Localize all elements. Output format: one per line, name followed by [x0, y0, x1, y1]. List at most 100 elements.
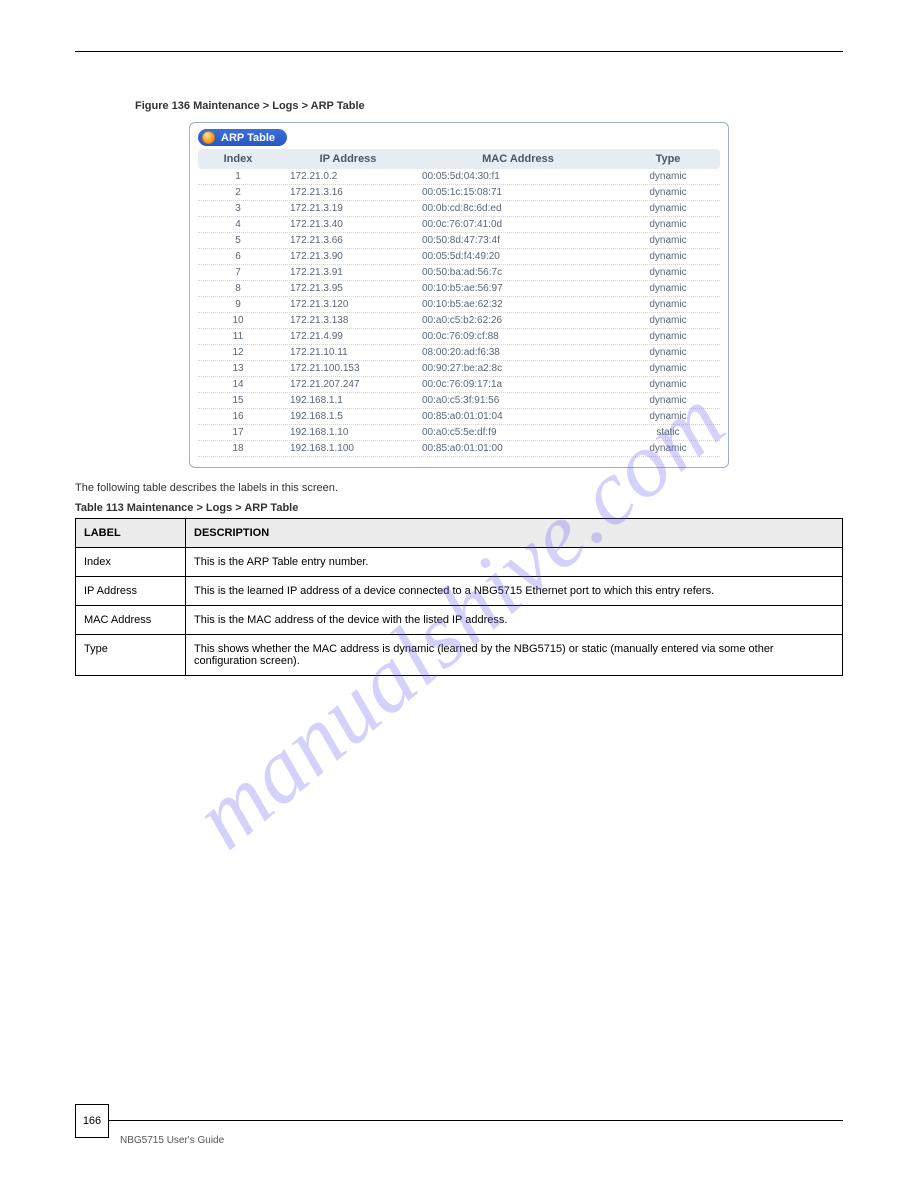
cell: 3 — [198, 203, 278, 214]
bottom-rule — [109, 1120, 843, 1121]
label-cell: IP Address — [76, 577, 186, 606]
cell: 08:00:20:ad:f6:38 — [418, 347, 618, 358]
label-cell: MAC Address — [76, 606, 186, 635]
table-row: 13172.21.100.15300:90:27:be:a2:8cdynamic — [198, 361, 720, 377]
cell: 00:85:a0:01:01:00 — [418, 443, 618, 454]
table-intro: The following table describes the labels… — [75, 482, 843, 494]
cell: 192.168.1.10 — [278, 427, 418, 438]
top-rule — [75, 51, 843, 52]
figure-caption: Figure 136 Maintenance > Logs > ARP Tabl… — [135, 100, 843, 112]
cell: dynamic — [618, 299, 718, 310]
cell: 172.21.3.91 — [278, 267, 418, 278]
page-number: 166 — [75, 1104, 109, 1138]
desc-cell: This is the ARP Table entry number. — [186, 548, 843, 577]
desc-cell: This is the learned IP address of a devi… — [186, 577, 843, 606]
cell: 6 — [198, 251, 278, 262]
label-cell: Type — [76, 635, 186, 676]
cell: 172.21.3.19 — [278, 203, 418, 214]
cell: dynamic — [618, 171, 718, 182]
table-row: 14172.21.207.24700:0c:76:09:17:1adynamic — [198, 377, 720, 393]
table-row: 11172.21.4.9900:0c:76:09:cf:88dynamic — [198, 329, 720, 345]
table-row: 18192.168.1.10000:85:a0:01:01:00dynamic — [198, 441, 720, 457]
cell: 172.21.3.95 — [278, 283, 418, 294]
table-row: 17192.168.1.1000:a0:c5:5e:df:f9static — [198, 425, 720, 441]
cell: 14 — [198, 379, 278, 390]
table-row: IndexThis is the ARP Table entry number. — [76, 548, 843, 577]
pill-label: ARP Table — [221, 132, 275, 144]
cell: dynamic — [618, 395, 718, 406]
table-row: 4172.21.3.4000:0c:76:07:41:0ddynamic — [198, 217, 720, 233]
table-row: IP AddressThis is the learned IP address… — [76, 577, 843, 606]
cell: 2 — [198, 187, 278, 198]
cell: static — [618, 427, 718, 438]
footer-text: NBG5715 User's Guide — [120, 1135, 224, 1146]
cell: dynamic — [618, 331, 718, 342]
desc-h-label: LABEL — [76, 519, 186, 548]
cell: 12 — [198, 347, 278, 358]
cell: 13 — [198, 363, 278, 374]
cell: 17 — [198, 427, 278, 438]
table-row: 3172.21.3.1900:0b:cd:8c:6d:eddynamic — [198, 201, 720, 217]
cell: 172.21.207.247 — [278, 379, 418, 390]
cell: dynamic — [618, 315, 718, 326]
cell: dynamic — [618, 363, 718, 374]
table-row: MAC AddressThis is the MAC address of th… — [76, 606, 843, 635]
cell: 11 — [198, 331, 278, 342]
cell: 00:10:b5:ae:56:97 — [418, 283, 618, 294]
arp-rows: 1172.21.0.200:05:5d:04:30:f1dynamic2172.… — [198, 169, 720, 457]
table-row: 8172.21.3.9500:10:b5:ae:56:97dynamic — [198, 281, 720, 297]
cell: 172.21.0.2 — [278, 171, 418, 182]
cell: 9 — [198, 299, 278, 310]
cell: 00:0b:cd:8c:6d:ed — [418, 203, 618, 214]
cell: 172.21.100.153 — [278, 363, 418, 374]
cell: dynamic — [618, 219, 718, 230]
cell: 172.21.10.11 — [278, 347, 418, 358]
desc-table-caption: Table 113 Maintenance > Logs > ARP Table — [75, 502, 843, 514]
cell: 00:a0:c5:b2:62:26 — [418, 315, 618, 326]
cell: 192.168.1.100 — [278, 443, 418, 454]
cell: 00:a0:c5:3f:91:56 — [418, 395, 618, 406]
cell: 00:05:5d:04:30:f1 — [418, 171, 618, 182]
cell: 00:50:ba:ad:56:7c — [418, 267, 618, 278]
cell: 16 — [198, 411, 278, 422]
cell: 172.21.3.138 — [278, 315, 418, 326]
cell: 00:0c:76:09:17:1a — [418, 379, 618, 390]
cell: 00:90:27:be:a2:8c — [418, 363, 618, 374]
cell: 00:a0:c5:5e:df:f9 — [418, 427, 618, 438]
desc-header-row: LABEL DESCRIPTION — [76, 519, 843, 548]
cell: 00:05:5d:f4:49:20 — [418, 251, 618, 262]
cell: 172.21.3.40 — [278, 219, 418, 230]
cell: 00:0c:76:07:41:0d — [418, 219, 618, 230]
cell: 192.168.1.1 — [278, 395, 418, 406]
cell: 00:50:8d:47:73:4f — [418, 235, 618, 246]
cell: 10 — [198, 315, 278, 326]
cell: 00:10:b5:ae:62:32 — [418, 299, 618, 310]
table-row: 9172.21.3.12000:10:b5:ae:62:32dynamic — [198, 297, 720, 313]
cell: dynamic — [618, 203, 718, 214]
table-row: 16192.168.1.500:85:a0:01:01:04dynamic — [198, 409, 720, 425]
figure-title-pill: ARP Table — [198, 129, 287, 146]
desc-cell: This shows whether the MAC address is dy… — [186, 635, 843, 676]
orb-icon — [202, 131, 215, 144]
table-row: 10172.21.3.13800:a0:c5:b2:62:26dynamic — [198, 313, 720, 329]
table-row: 12172.21.10.1108:00:20:ad:f6:38dynamic — [198, 345, 720, 361]
cell: dynamic — [618, 235, 718, 246]
cell: 172.21.3.90 — [278, 251, 418, 262]
cell: 00:0c:76:09:cf:88 — [418, 331, 618, 342]
desc-h-desc: DESCRIPTION — [186, 519, 843, 548]
label-cell: Index — [76, 548, 186, 577]
col-mac: MAC Address — [418, 153, 618, 165]
cell: 5 — [198, 235, 278, 246]
table-row: 5172.21.3.6600:50:8d:47:73:4fdynamic — [198, 233, 720, 249]
cell: 00:05:1c:15:08:71 — [418, 187, 618, 198]
cell: 15 — [198, 395, 278, 406]
cell: dynamic — [618, 251, 718, 262]
cell: dynamic — [618, 347, 718, 358]
col-index: Index — [198, 153, 278, 165]
cell: dynamic — [618, 379, 718, 390]
cell: dynamic — [618, 187, 718, 198]
cell: 4 — [198, 219, 278, 230]
cell: 00:85:a0:01:01:04 — [418, 411, 618, 422]
table-row: 6172.21.3.9000:05:5d:f4:49:20dynamic — [198, 249, 720, 265]
col-type: Type — [618, 153, 718, 165]
